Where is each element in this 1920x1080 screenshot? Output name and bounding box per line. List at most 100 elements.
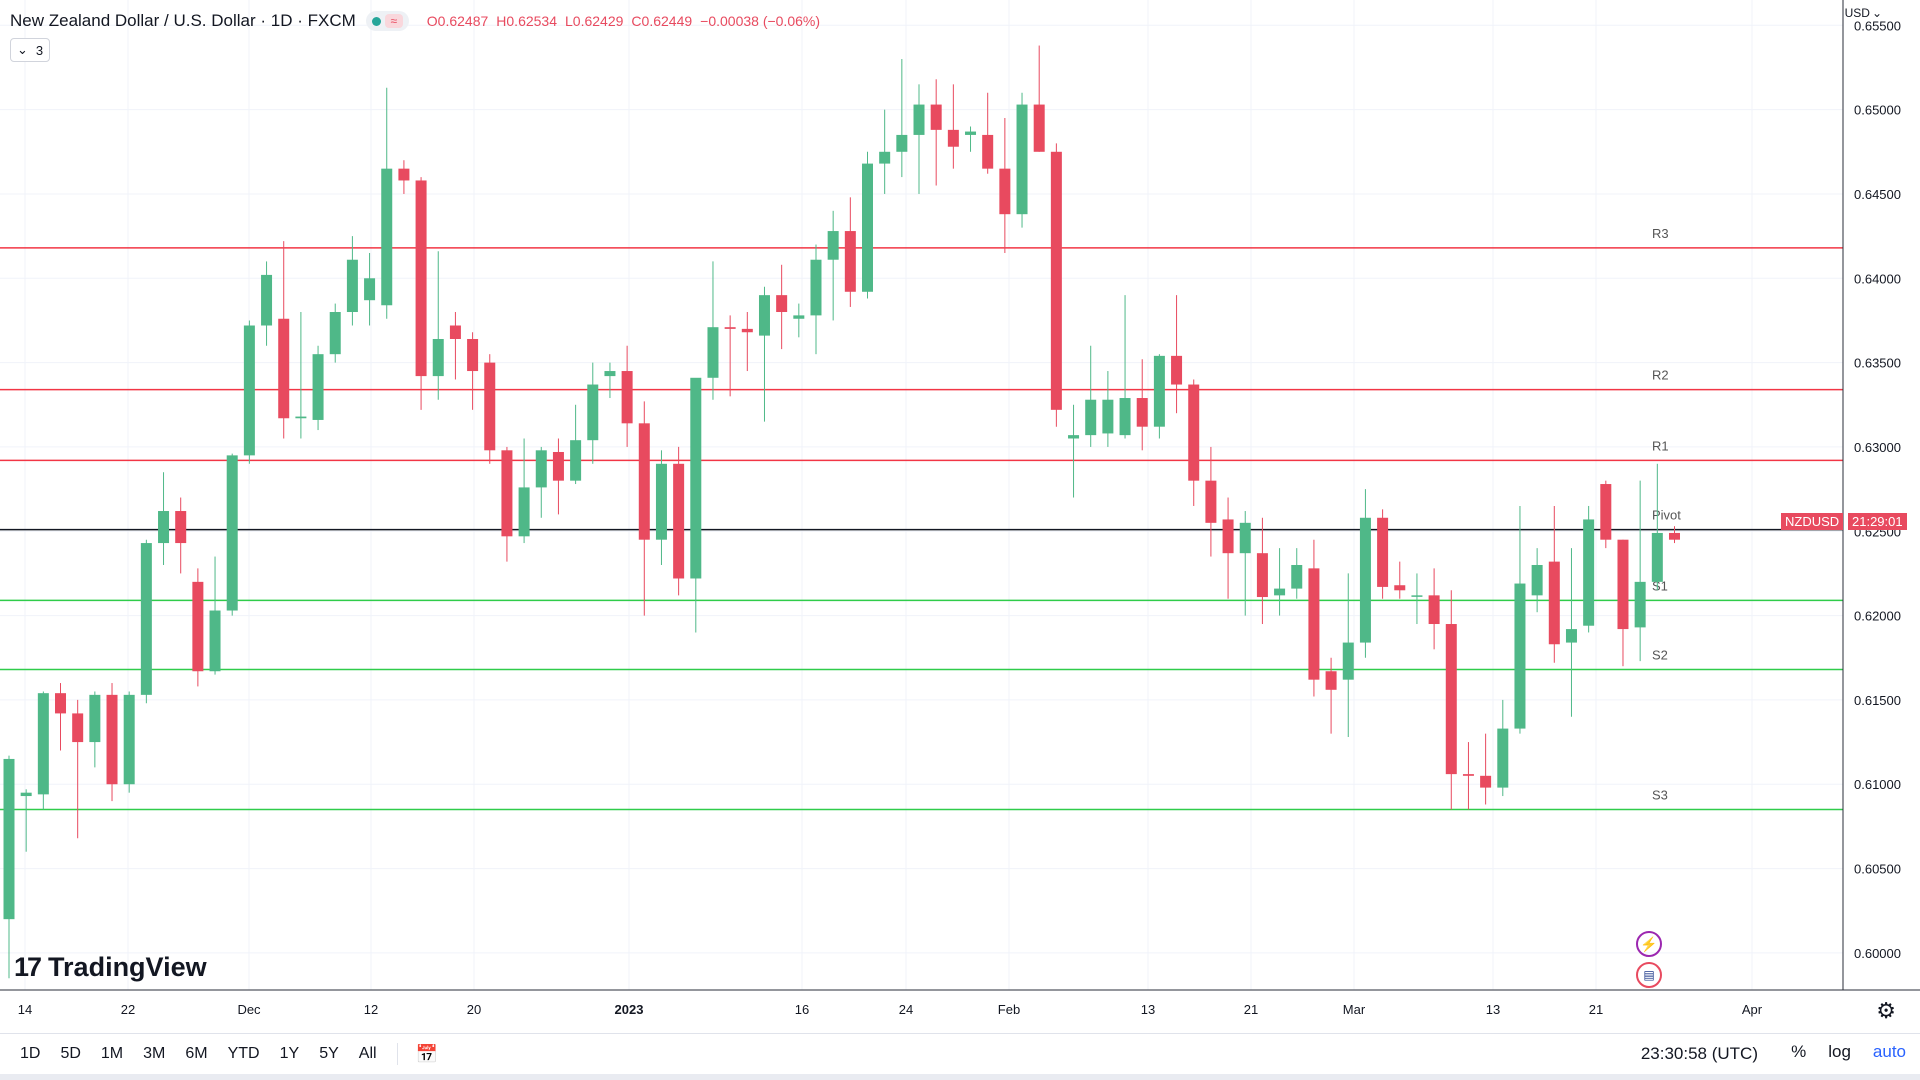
candle[interactable] bbox=[106, 683, 118, 802]
candle[interactable] bbox=[1119, 295, 1131, 439]
candle[interactable] bbox=[1205, 446, 1217, 557]
candle[interactable] bbox=[862, 151, 873, 299]
candle[interactable] bbox=[1359, 489, 1371, 658]
candle[interactable] bbox=[810, 244, 822, 355]
candle[interactable] bbox=[1531, 548, 1543, 613]
candle[interactable] bbox=[20, 789, 32, 852]
lightning-icon[interactable]: ⚡ bbox=[1636, 931, 1662, 957]
candle[interactable] bbox=[1617, 539, 1629, 667]
candle[interactable] bbox=[1102, 371, 1114, 447]
indicators-toggle-button[interactable]: ⌄ 3 bbox=[10, 38, 51, 62]
candle[interactable] bbox=[1188, 379, 1200, 506]
candle[interactable] bbox=[1222, 497, 1234, 599]
candle[interactable] bbox=[415, 177, 427, 410]
candle[interactable] bbox=[140, 539, 152, 704]
candle[interactable] bbox=[999, 118, 1011, 253]
range-button-ytd[interactable]: YTD bbox=[227, 1045, 260, 1062]
candle[interactable] bbox=[1308, 539, 1320, 697]
candle[interactable] bbox=[1239, 511, 1251, 616]
candle[interactable] bbox=[312, 345, 324, 431]
candle[interactable] bbox=[1411, 573, 1423, 625]
candle[interactable] bbox=[1462, 742, 1474, 810]
range-button-5y[interactable]: 5Y bbox=[319, 1045, 339, 1062]
candle[interactable] bbox=[758, 286, 770, 422]
candle[interactable] bbox=[1325, 657, 1337, 734]
candle[interactable] bbox=[449, 312, 461, 380]
candle[interactable] bbox=[724, 315, 736, 397]
range-button-1m[interactable]: 1M bbox=[100, 1045, 124, 1062]
candle[interactable] bbox=[638, 401, 650, 616]
log-scale-button[interactable]: log bbox=[1828, 1042, 1851, 1061]
candle[interactable] bbox=[398, 160, 410, 194]
percent-scale-button[interactable]: % bbox=[1791, 1042, 1807, 1061]
candle[interactable] bbox=[913, 84, 925, 194]
candle[interactable] bbox=[329, 303, 341, 363]
candle[interactable] bbox=[1068, 404, 1080, 498]
candle[interactable] bbox=[346, 236, 358, 326]
tradingview-logo[interactable]: 17 TradingView bbox=[14, 952, 207, 983]
candle[interactable] bbox=[243, 320, 255, 464]
candle[interactable] bbox=[827, 210, 839, 321]
range-button-1d[interactable]: 1D bbox=[20, 1045, 41, 1062]
candle[interactable] bbox=[192, 568, 204, 687]
candle[interactable] bbox=[947, 84, 959, 169]
range-button-5d[interactable]: 5D bbox=[60, 1045, 81, 1062]
candle[interactable] bbox=[690, 377, 702, 633]
symbol-title[interactable]: New Zealand Dollar / U.S. Dollar · 1D · … bbox=[10, 11, 356, 30]
candle[interactable] bbox=[1428, 568, 1440, 650]
candle[interactable] bbox=[209, 556, 221, 675]
candle[interactable] bbox=[1565, 548, 1577, 717]
candle[interactable] bbox=[175, 497, 187, 574]
candle[interactable] bbox=[1274, 548, 1286, 616]
candle[interactable] bbox=[364, 252, 376, 326]
candle[interactable] bbox=[587, 362, 599, 464]
candle[interactable] bbox=[896, 59, 908, 178]
candle[interactable] bbox=[1394, 561, 1406, 599]
candle[interactable] bbox=[381, 87, 393, 319]
candle[interactable] bbox=[776, 264, 788, 350]
candle[interactable] bbox=[123, 691, 135, 793]
candle[interactable] bbox=[1514, 505, 1526, 734]
us-flag-icon[interactable]: ▤ bbox=[1636, 962, 1662, 988]
candle[interactable] bbox=[1136, 359, 1148, 451]
range-button-6m[interactable]: 6M bbox=[185, 1045, 208, 1062]
candle[interactable] bbox=[1050, 143, 1062, 427]
candle[interactable] bbox=[1171, 295, 1183, 414]
candle[interactable] bbox=[1668, 526, 1680, 544]
candle[interactable] bbox=[3, 755, 15, 979]
candle[interactable] bbox=[1033, 45, 1045, 152]
candle[interactable] bbox=[518, 438, 530, 544]
candle[interactable] bbox=[295, 312, 307, 439]
candle[interactable] bbox=[844, 197, 856, 307]
candle[interactable] bbox=[1256, 517, 1268, 625]
candle[interactable] bbox=[1651, 463, 1663, 591]
currency-selector[interactable]: USD ⌄ bbox=[1845, 6, 1882, 20]
candle[interactable] bbox=[467, 332, 479, 410]
candle[interactable] bbox=[1377, 509, 1389, 599]
candle[interactable] bbox=[1600, 480, 1612, 549]
candle[interactable] bbox=[501, 446, 513, 562]
candle[interactable] bbox=[793, 303, 805, 338]
candle[interactable] bbox=[621, 345, 633, 447]
candle[interactable] bbox=[741, 312, 753, 372]
candle[interactable] bbox=[965, 126, 977, 152]
candle[interactable] bbox=[535, 446, 547, 518]
candle[interactable] bbox=[89, 691, 101, 768]
candle[interactable] bbox=[432, 251, 444, 400]
goto-date-icon[interactable]: 📅 bbox=[415, 1043, 438, 1064]
candle[interactable] bbox=[278, 241, 290, 439]
candle[interactable] bbox=[1153, 354, 1165, 439]
candle[interactable] bbox=[55, 683, 67, 751]
candle[interactable] bbox=[1548, 505, 1560, 663]
candle[interactable] bbox=[1291, 548, 1303, 599]
candle[interactable] bbox=[1445, 590, 1457, 810]
candle[interactable] bbox=[72, 699, 84, 839]
candle[interactable] bbox=[930, 79, 942, 186]
candle[interactable] bbox=[158, 472, 170, 565]
candle[interactable] bbox=[226, 453, 238, 616]
market-status[interactable]: ≈ bbox=[365, 11, 409, 31]
utc-clock[interactable]: 23:30:58 (UTC) bbox=[1640, 1044, 1758, 1063]
range-button-all[interactable]: All bbox=[358, 1045, 377, 1062]
range-button-3m[interactable]: 3M bbox=[143, 1045, 166, 1062]
